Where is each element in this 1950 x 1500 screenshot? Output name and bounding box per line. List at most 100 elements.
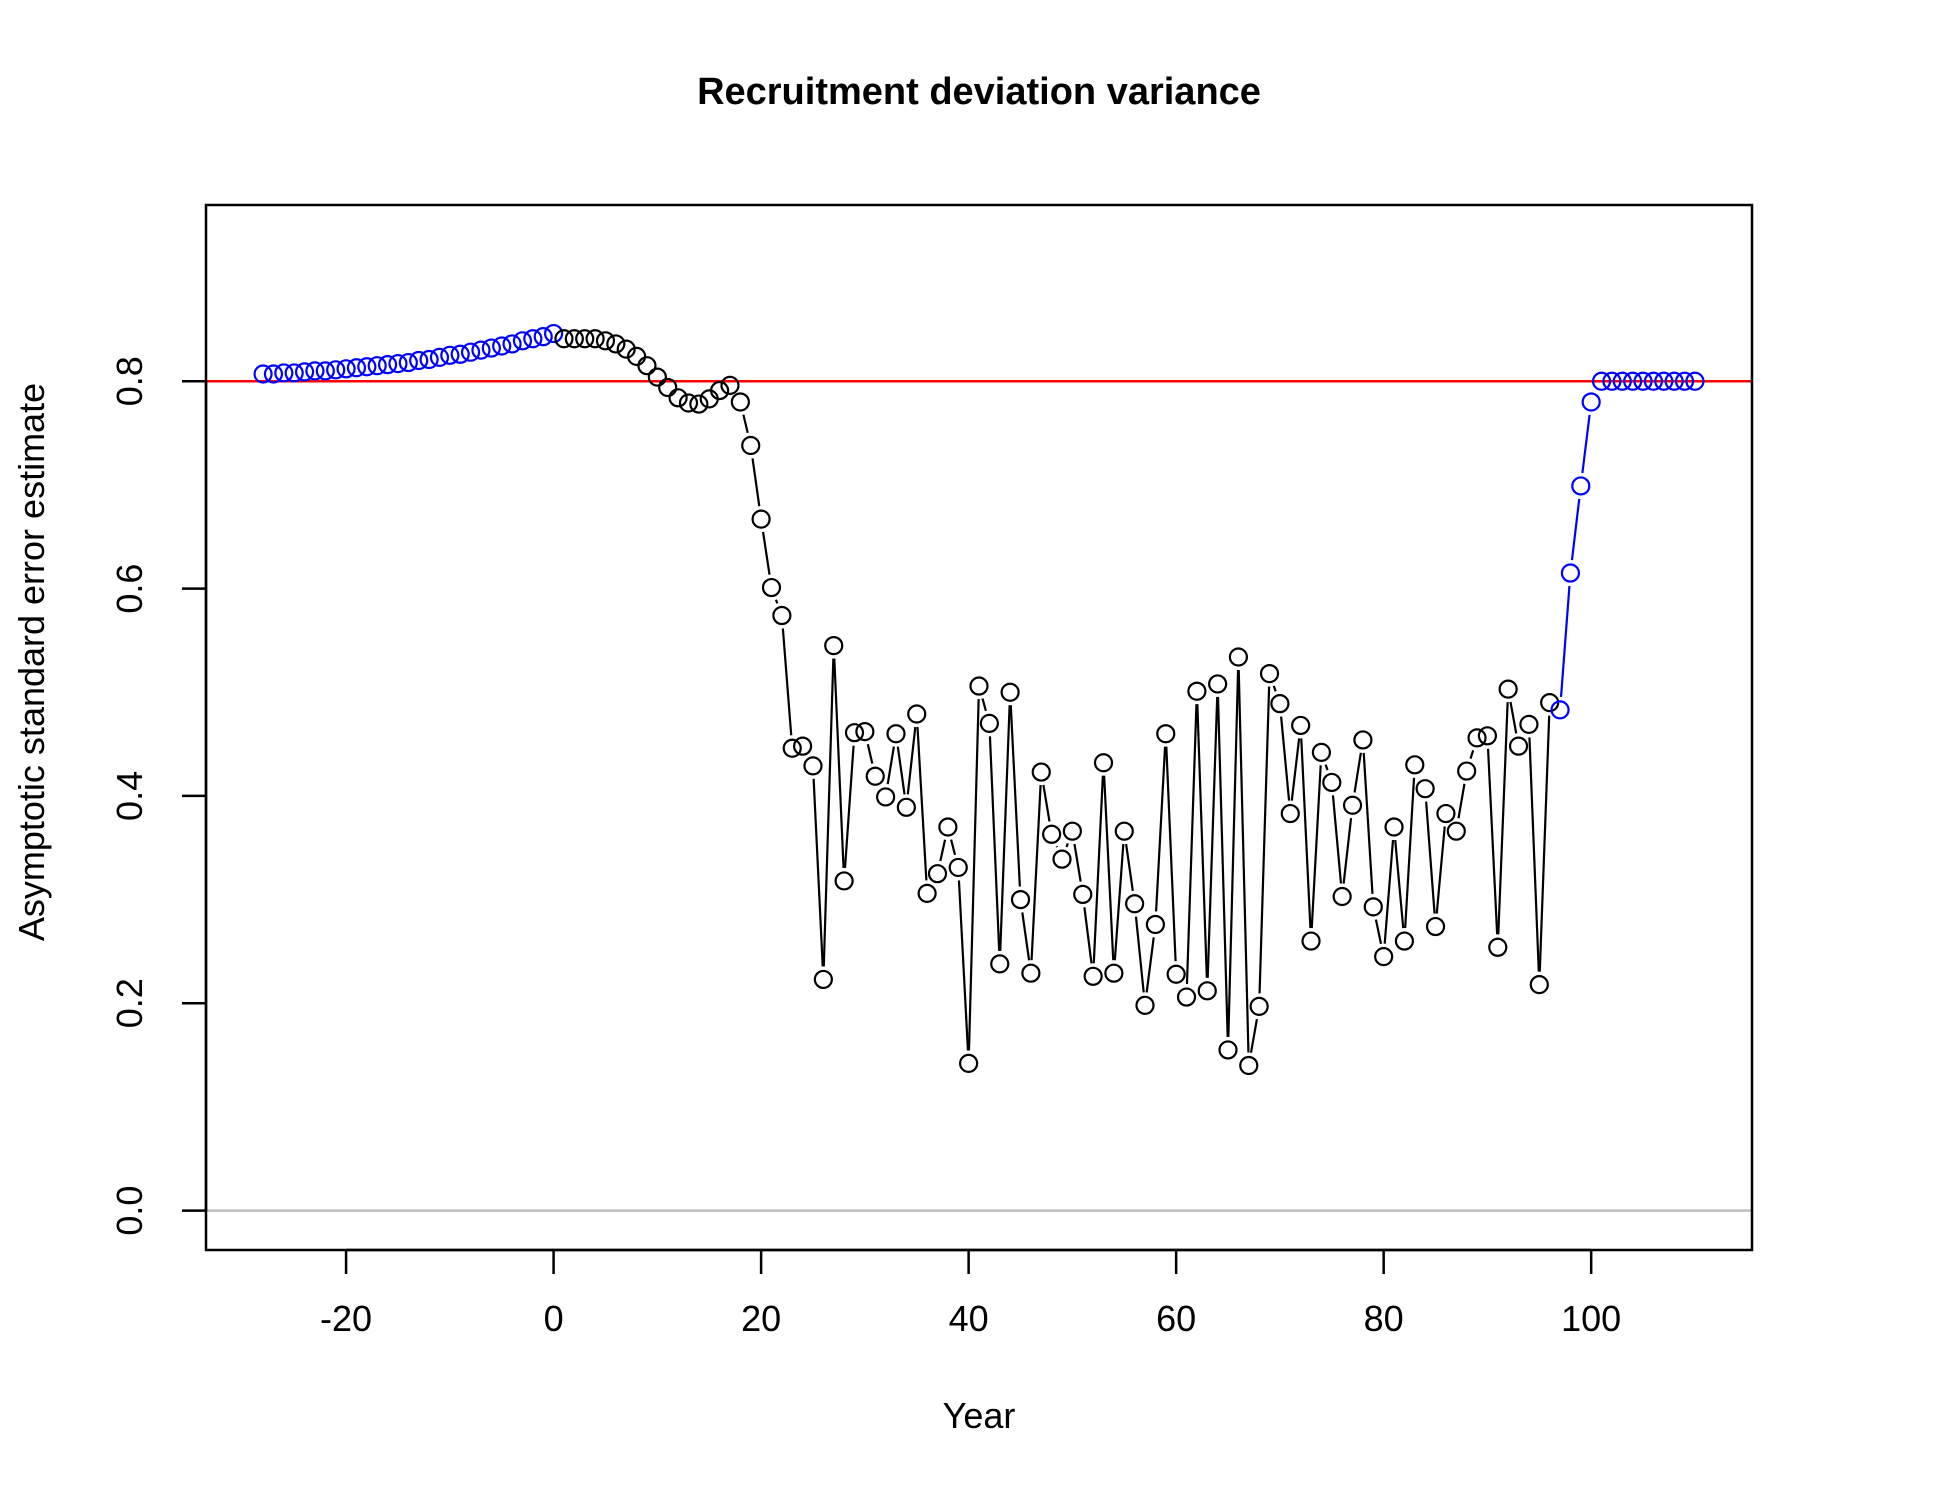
series-2-point [1643,371,1664,391]
series-1-point [813,969,833,990]
x-tick-label: 80 [1364,1298,1404,1339]
series-1-point [782,738,802,758]
series-1-segment [1497,702,1509,935]
series-1-segment [1237,669,1250,1053]
series-1-point [1259,663,1280,684]
series-1-point [1042,824,1062,844]
series-2-point [1550,700,1570,720]
series-1-segment [1538,715,1551,972]
series-1-point [855,722,875,742]
series-1-point [1052,849,1072,869]
series-1-point [1156,724,1176,744]
y-tick-label: 0.6 [109,564,150,614]
series-1-point [751,509,771,529]
series-1-point [689,394,709,414]
series-1-segment [1374,919,1383,945]
series-1-point [710,380,730,401]
y-axis-label: Asymptotic standard error estimate [11,383,52,941]
series-1-point [1457,761,1477,781]
series-1-point [1135,995,1155,1015]
reference-lines [206,379,1752,1212]
series-1-point [741,435,761,456]
series-2-point [1623,371,1643,391]
series-1-segment [988,736,1001,951]
series-0-point [419,349,439,370]
series-1-point [1394,931,1415,951]
series-1-point [990,954,1010,974]
series-1-point [1415,779,1435,799]
series-1-segment [981,698,987,712]
series-1-segment [1249,1018,1258,1053]
series-1-segment [1280,716,1291,801]
series-1-point [834,871,854,891]
series-1-point [1208,674,1228,694]
series-0-point [440,345,460,365]
series-1-point [1477,726,1498,746]
series-0-point [377,355,398,375]
series-1-point [1083,966,1103,986]
series-1-point [1342,795,1363,815]
series-0-point [409,350,429,371]
series-1-point [1529,975,1549,995]
y-axis: 0.0 0.2 0.4 0.6 0.8 [109,356,208,1236]
series-1-segment [957,880,970,1051]
series-0-point [481,338,501,358]
series-1-point [730,392,750,412]
series-1-point [658,377,678,398]
series-1-point [876,787,896,807]
series-0-point [274,363,294,383]
series-0-point [543,323,564,344]
series-0-point [357,357,377,377]
series-1-segment [1083,907,1093,964]
series-0-point [533,327,553,347]
series-1-point [896,797,916,817]
y-tick-label: 0.0 [109,1186,150,1236]
series-0-point [305,361,325,381]
series-0-point [450,344,470,364]
series-1-segment [916,726,928,881]
series-1-segment [843,745,855,869]
series-1-segment [1300,738,1312,929]
series-1-segment [1030,785,1042,961]
series-1-segment [1394,839,1405,929]
series-1-segment [751,458,761,507]
series-1-point [1280,803,1300,824]
series-2-point [1612,371,1632,391]
series-1-point [1498,679,1518,699]
series-1-segment [1258,686,1271,994]
series-2-point [1591,371,1612,391]
series-2-point [1602,371,1622,391]
series-1-point [1197,981,1217,1001]
series-1-point [1363,897,1383,917]
series-1-point [865,766,885,786]
series-1-point [1000,682,1020,702]
series-1-point [1467,728,1487,748]
series-2-segment [1570,498,1581,561]
series-1-point [1508,736,1529,756]
series-0-point [253,364,273,384]
series-1-segment [1486,748,1499,935]
series-2-point [1664,371,1684,391]
series-1-segment [950,839,957,856]
series-1-segment [774,599,779,604]
series-1-segment [1185,704,1198,985]
series-1-segment [866,744,874,764]
series-0-point [398,352,418,373]
series-2-point [1654,371,1674,391]
plot-box [204,203,1754,1252]
series-1-point [772,605,792,626]
series-1-point [1114,821,1134,841]
series-2-point [1633,371,1653,391]
x-tick-label: 20 [741,1298,781,1339]
series-1-point [1519,714,1539,734]
series-1-point [1270,694,1290,714]
series-1-point [959,1053,979,1073]
series-1-point [595,331,616,351]
series-1-point [1187,681,1207,701]
series-1-point [1010,889,1031,910]
series-1-segment [1272,685,1277,692]
series-1-segment [1206,696,1219,978]
series-1-segment [1073,843,1082,882]
series-1-point [575,329,595,349]
